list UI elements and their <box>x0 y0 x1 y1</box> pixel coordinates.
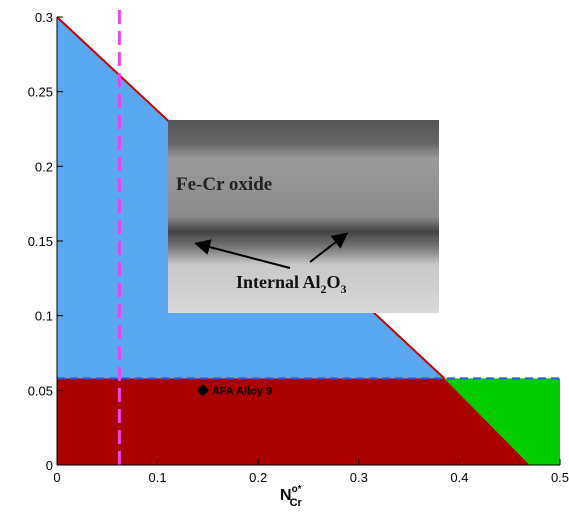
data-point <box>196 384 209 397</box>
arrow <box>194 239 291 269</box>
inset-label: Fe-Cr oxide <box>176 174 272 195</box>
region <box>57 378 530 465</box>
inset-image: Fe-Cr oxide Internal Al2O3 <box>168 120 439 313</box>
x-tick-label: 0.1 <box>149 470 167 485</box>
y-tick-label: 0 <box>46 458 53 473</box>
x-tick-label: 0.2 <box>249 470 267 485</box>
y-tick-label: 0.2 <box>35 159 53 174</box>
inset-label: Internal Al2O3 <box>236 272 347 296</box>
y-tick-label: 0.3 <box>35 10 53 25</box>
x-axis-label: No* Cr <box>280 484 303 509</box>
region <box>444 378 560 465</box>
y-tick-label: 0.1 <box>35 309 53 324</box>
x-tick-label: 0 <box>53 470 60 485</box>
y-tick-label: 0.25 <box>28 85 53 100</box>
x-tick-label: 0.3 <box>350 470 368 485</box>
y-tick-label: 0.15 <box>28 234 53 249</box>
arrow <box>309 232 349 263</box>
point-label: AFA Alloy 9 <box>212 385 272 397</box>
x-tick-label: 0.4 <box>450 470 468 485</box>
inset-background <box>168 120 439 313</box>
x-tick-label: 0.5 <box>551 470 569 485</box>
y-tick-label: 0.05 <box>28 383 53 398</box>
